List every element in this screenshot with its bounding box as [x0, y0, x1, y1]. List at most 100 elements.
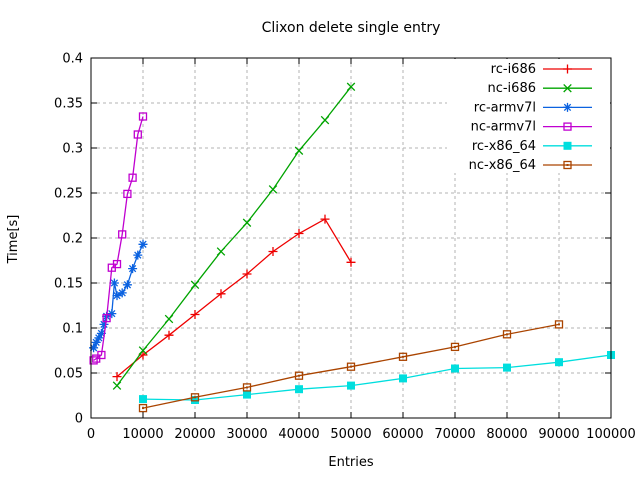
data-point-marker	[91, 337, 101, 347]
data-point-marker	[294, 229, 304, 238]
series-nc-armv7l	[89, 112, 148, 365]
y-tick-label: 0.2	[62, 232, 83, 247]
data-point-marker	[138, 112, 148, 121]
data-point-marker	[138, 403, 148, 413]
data-point-marker	[164, 314, 174, 324]
legend-label: nc-armv7l	[471, 120, 536, 135]
data-point-marker	[502, 330, 512, 339]
data-point-marker	[89, 356, 98, 365]
data-point-marker	[117, 288, 127, 298]
data-point-marker	[554, 320, 564, 329]
data-point-marker	[320, 115, 330, 125]
data-point-marker	[133, 130, 142, 139]
x-tick-label: 30000	[226, 427, 267, 442]
series-layer	[89, 82, 615, 413]
data-point-marker	[128, 264, 138, 274]
x-tick-label: 80000	[486, 427, 527, 442]
data-point-marker	[563, 141, 572, 150]
data-point-marker	[402, 355, 404, 358]
data-point-marker	[139, 395, 147, 404]
y-tick-label: 0.15	[54, 277, 83, 292]
x-tick-label: 40000	[278, 427, 319, 442]
x-tick-label: 50000	[330, 427, 371, 442]
legend-item-rc-armv7l: rc-armv7l	[474, 100, 592, 115]
legend-background	[447, 59, 610, 173]
chart-title: Clixon delete single entry	[262, 20, 441, 36]
data-point-marker	[503, 363, 511, 372]
x-tick-label: 20000	[174, 427, 215, 442]
data-point-marker	[191, 396, 199, 404]
legend-item-nc-i686: nc-i686	[487, 81, 592, 96]
x-tick-label: 0	[87, 427, 95, 442]
data-point-marker	[242, 383, 252, 392]
series-rc-i686	[112, 214, 356, 382]
data-point-marker	[563, 102, 572, 112]
data-point-marker	[246, 386, 248, 389]
x-tick-label: 100000	[586, 427, 636, 442]
legend-item-nc-x86_64: nc-x86_64	[469, 158, 592, 173]
legend-label: rc-i686	[491, 62, 536, 77]
data-point-marker	[194, 396, 196, 399]
data-point-marker	[347, 381, 355, 390]
data-point-marker	[97, 350, 106, 360]
data-point-marker	[350, 365, 352, 368]
data-point-marker	[216, 289, 226, 299]
data-point-marker	[298, 374, 300, 377]
data-point-marker	[294, 146, 304, 155]
y-tick-label: 0.35	[54, 97, 83, 112]
y-tick-label: 0.1	[62, 322, 83, 337]
data-point-marker	[242, 218, 252, 227]
data-point-marker	[346, 257, 356, 267]
series-nc-i686	[112, 82, 356, 390]
data-point-marker	[99, 319, 109, 329]
data-point-marker	[243, 390, 251, 399]
data-point-marker	[164, 330, 174, 340]
data-point-marker	[133, 250, 143, 260]
x-axis-label: Entries	[328, 455, 374, 470]
data-point-marker	[566, 164, 569, 166]
ticks-layer: 0 10000 20000 30000 40000 50000 60000 70000 8000…	[54, 52, 636, 443]
legend-item-nc-armv7l: nc-armv7l	[471, 120, 592, 135]
data-point-marker	[107, 309, 117, 319]
series-line	[116, 86, 352, 386]
data-point-marker	[216, 247, 226, 256]
x-tick-label: 70000	[434, 427, 475, 442]
data-point-marker	[320, 214, 330, 224]
series-line	[142, 354, 612, 401]
legend-label: nc-x86_64	[469, 158, 536, 173]
data-point-marker	[190, 310, 200, 319]
data-point-marker	[558, 323, 560, 326]
y-axis-label: Time[s]	[6, 215, 21, 265]
data-point-marker	[268, 247, 278, 256]
data-point-marker	[268, 185, 278, 194]
data-point-marker	[128, 173, 137, 182]
series-rc-x86_64	[139, 351, 615, 404]
data-point-marker	[94, 333, 104, 343]
data-point-marker	[451, 364, 459, 373]
data-point-marker	[112, 259, 122, 269]
legend-label: rc-x86_64	[472, 139, 536, 154]
legend-label: rc-armv7l	[474, 100, 536, 115]
y-tick-label: 0	[75, 412, 83, 427]
data-point-marker	[138, 346, 148, 355]
data-point-marker	[294, 371, 304, 380]
data-point-marker	[295, 385, 303, 394]
data-point-marker	[122, 280, 132, 290]
data-point-marker	[563, 83, 572, 93]
x-tick-label: 60000	[382, 427, 423, 442]
data-point-marker	[109, 278, 119, 288]
series-nc-x86_64	[138, 320, 564, 413]
data-point-marker	[563, 122, 572, 131]
data-point-marker	[398, 352, 408, 361]
data-point-marker	[112, 372, 122, 382]
legend: rc-i686 nc-i686 rc-armv7l nc-armv7l rc-x86_6…	[447, 59, 610, 173]
data-point-marker	[190, 393, 200, 402]
data-point-marker	[89, 343, 99, 353]
data-point-marker	[112, 291, 122, 301]
data-point-marker	[242, 269, 252, 279]
data-point-marker	[450, 342, 460, 352]
legend-item-rc-x86_64: rc-x86_64	[472, 139, 592, 154]
y-tick-label: 0.3	[62, 142, 83, 157]
legend-label: nc-i686	[487, 81, 536, 96]
